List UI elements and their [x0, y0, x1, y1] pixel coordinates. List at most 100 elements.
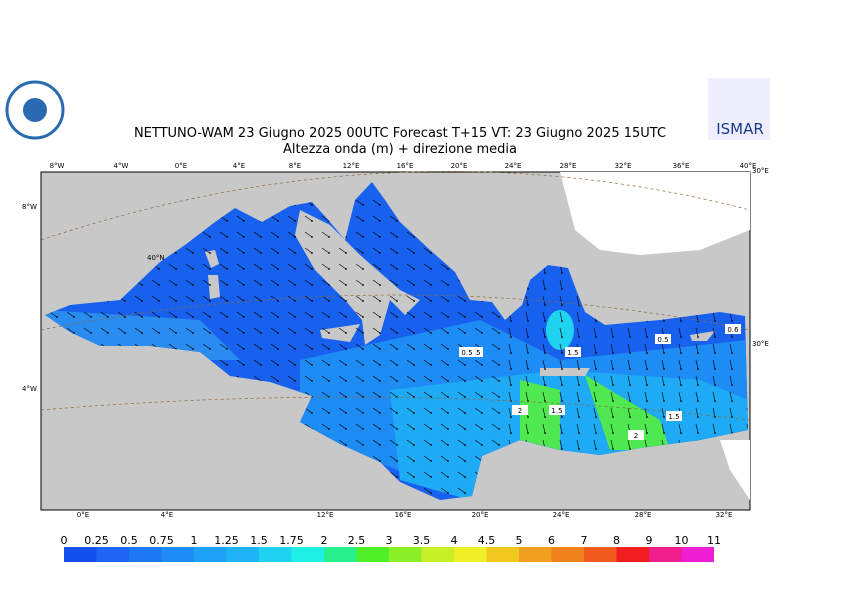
arrow [457, 471, 466, 478]
arrow [406, 231, 415, 238]
arrow-head [260, 316, 262, 318]
arrow-head [226, 348, 228, 350]
arrow [168, 327, 177, 334]
arrow-head [362, 316, 364, 318]
arrow-head [413, 444, 415, 446]
contour-label: 1.5 [567, 349, 578, 357]
arrow [525, 343, 529, 354]
arrow [321, 423, 330, 430]
arrow [270, 279, 279, 286]
arrow-head [595, 368, 597, 370]
arrow-head [697, 368, 699, 370]
arrow [355, 423, 364, 430]
arrow-head [731, 336, 733, 338]
arrow-head [294, 348, 296, 350]
left-label: 4°W [22, 385, 37, 393]
arrow-head [612, 512, 614, 514]
arrow [644, 359, 648, 370]
contour-label: 2 [518, 407, 522, 415]
arrow [474, 359, 483, 366]
arrow [559, 311, 563, 322]
arrow-head [209, 332, 211, 334]
arrow-head [379, 300, 381, 302]
arrow [117, 311, 126, 318]
arrow-head [379, 236, 381, 238]
arrow [151, 279, 160, 286]
arrow [508, 391, 512, 402]
arrow [389, 263, 398, 270]
arrow [423, 327, 432, 334]
arrow-head [663, 352, 665, 354]
arrow [423, 455, 432, 462]
arrow-head [379, 348, 381, 350]
arrow [338, 423, 347, 430]
right-label: 30°E [752, 340, 769, 348]
arrow [610, 359, 614, 370]
arrow [355, 439, 364, 446]
arrow-head [260, 364, 262, 366]
arrow [219, 295, 228, 302]
arrow-head [714, 336, 716, 338]
arrow [253, 311, 262, 318]
arrow-head [141, 284, 143, 286]
arrow [457, 327, 466, 334]
arrow [270, 343, 279, 350]
arrow [202, 311, 211, 318]
arrow-head [260, 236, 262, 238]
arrow-head [277, 316, 279, 318]
arrow-head [294, 364, 296, 366]
arrow-head [595, 416, 597, 418]
top-lon-label: 36°E [673, 162, 690, 170]
arrow [236, 279, 245, 286]
arrow-head [561, 272, 563, 274]
top-lon-label: 4°E [233, 162, 245, 170]
arrow [372, 199, 381, 206]
arrow [219, 343, 228, 350]
arrow-head [243, 316, 245, 318]
arrow [542, 327, 546, 338]
arrow-head [612, 400, 614, 402]
arrow-head [396, 412, 398, 414]
arrow [304, 407, 313, 414]
arrow [372, 215, 381, 222]
arrow-head [430, 412, 432, 414]
arrow [406, 295, 415, 302]
arrow-head [646, 352, 648, 354]
arrow [321, 279, 330, 286]
arrow-head [124, 300, 126, 302]
arrow [355, 343, 364, 350]
arrow [168, 311, 177, 318]
arrow-head [544, 272, 546, 274]
contour-label-bg [655, 334, 671, 344]
arrow [661, 391, 665, 402]
arrow [457, 455, 466, 462]
colorbar-cell [324, 547, 357, 562]
arrow [644, 327, 648, 338]
arrow-head [243, 348, 245, 350]
arrow [627, 375, 631, 386]
arrow [491, 311, 500, 318]
arrow [559, 423, 563, 434]
arrow [253, 375, 262, 382]
arrow-head [697, 352, 699, 354]
arrow-head [413, 476, 415, 478]
arrow-head [731, 320, 733, 322]
arrow-head [714, 352, 716, 354]
arrow-head [731, 400, 733, 402]
arrow [236, 327, 245, 334]
arrow-head [158, 316, 160, 318]
arrow [219, 311, 228, 318]
arrow-head [243, 236, 245, 238]
arrow-head [612, 432, 614, 434]
arrow-head [328, 316, 330, 318]
arrow [593, 343, 597, 354]
contour-label: 0.5 [461, 349, 472, 357]
arrow [287, 375, 296, 382]
arrow-head [464, 316, 466, 318]
contour-label-bg [512, 405, 528, 415]
arrow [389, 231, 398, 238]
bottom-lon-label: 0°E [77, 511, 89, 519]
arrow-head [447, 284, 449, 286]
arrow-head [362, 428, 364, 430]
arrow [321, 343, 330, 350]
